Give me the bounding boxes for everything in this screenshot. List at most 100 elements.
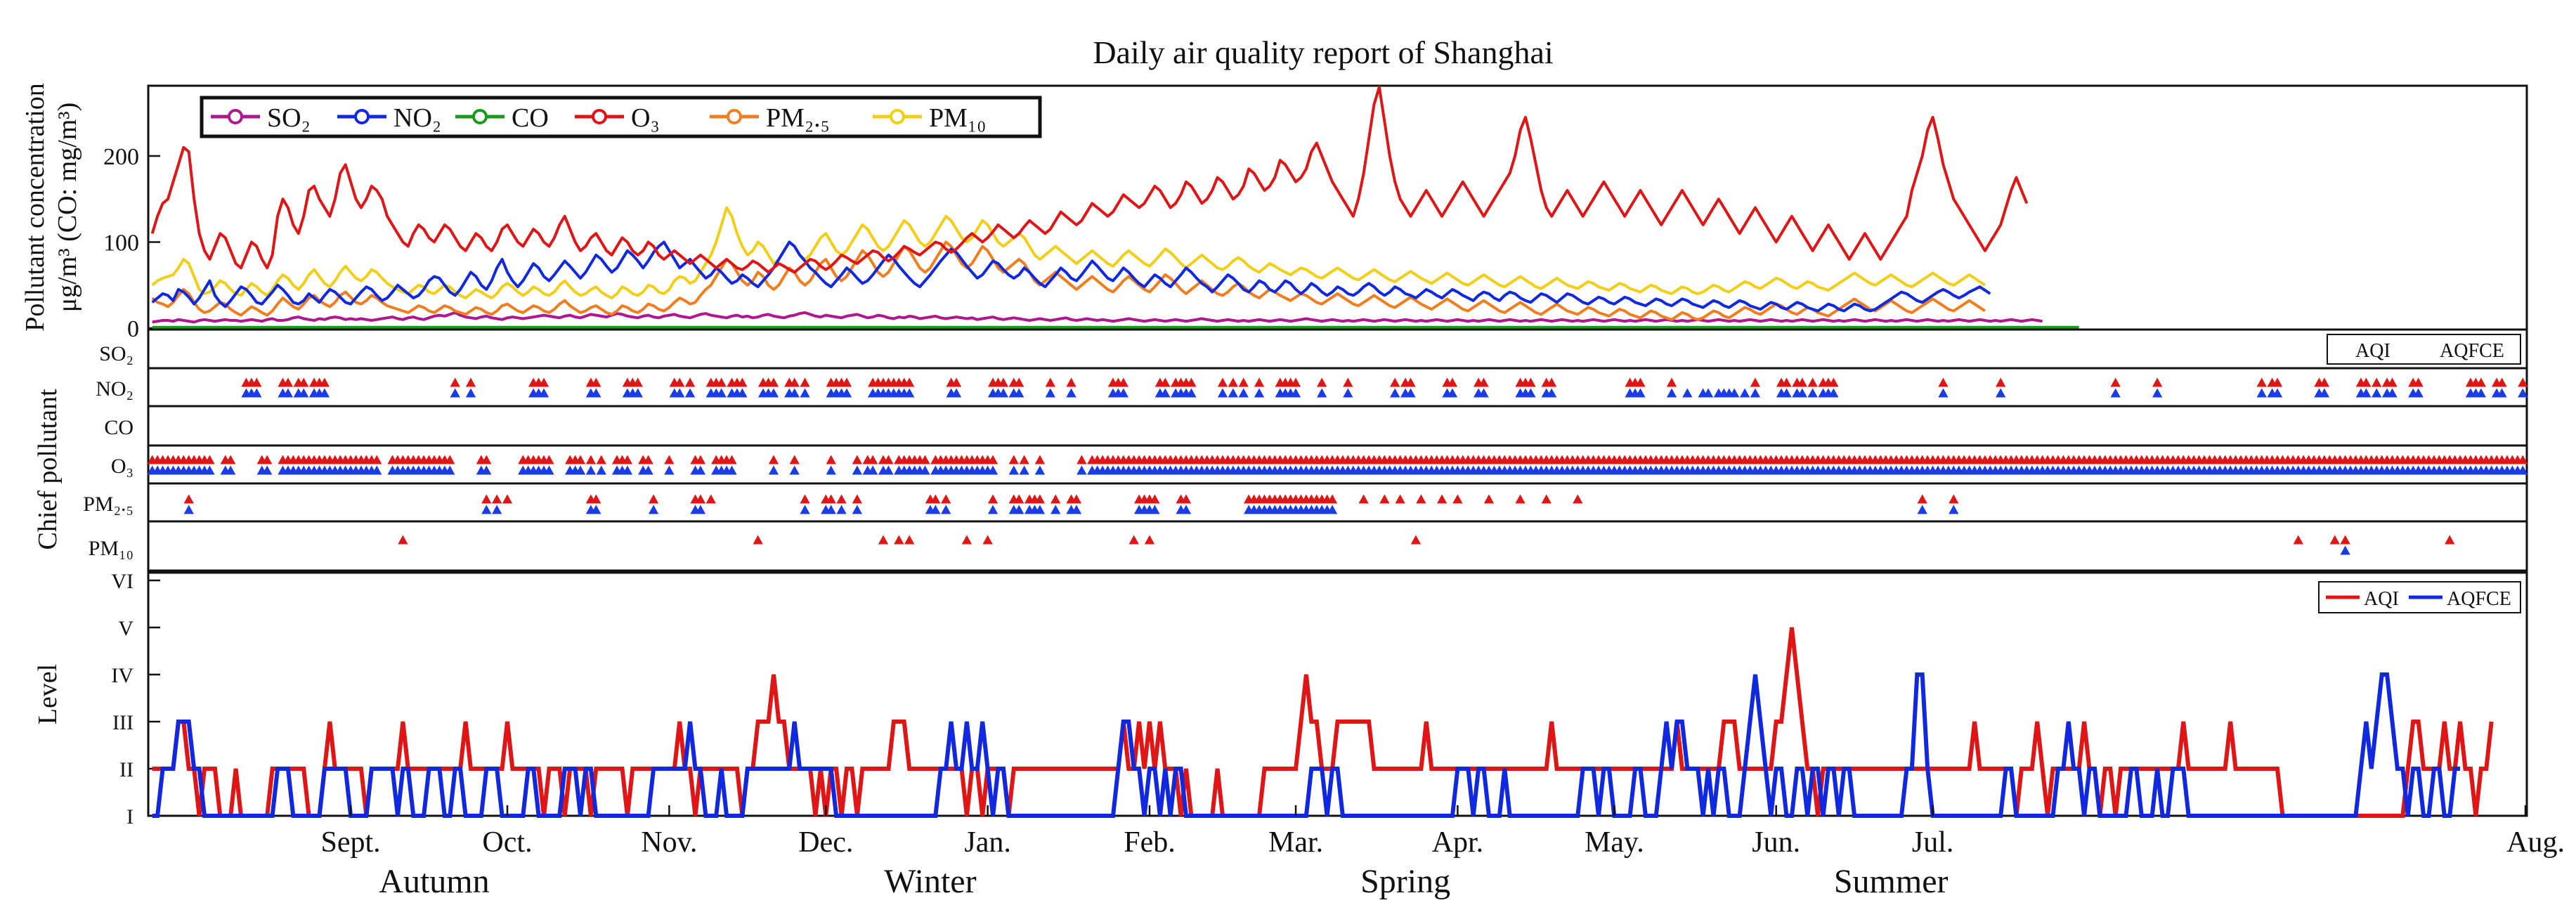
chief-mark-aqfce-o3: [226, 465, 236, 475]
chief-mark-aqfce-o3: [826, 465, 836, 475]
chief-mark-aqi-pm25: [591, 494, 601, 504]
chief-mark-aqi-pm10: [2340, 535, 2350, 545]
chief-mark-aqfce-no2: [2518, 388, 2528, 398]
level-tick-label: I: [126, 805, 134, 828]
chief-mark-aqi-no2: [632, 377, 643, 387]
chief-mark-aqfce-pm25: [1050, 505, 1061, 514]
chief-mark-aqi-pm25: [930, 494, 941, 504]
chief-mark-aqi-no2: [1390, 377, 1400, 387]
chief-mark-aqi-o3: [789, 455, 800, 464]
chief-mark-aqfce-no2: [1682, 388, 1693, 398]
chief-mark-aqfce-pm25: [591, 505, 601, 514]
series-line-no2: [151, 240, 1991, 313]
chief-mark-aqi-pm10: [894, 535, 904, 545]
chief-mark-aqi-no2: [1066, 377, 1076, 387]
chief-mark-aqfce-o3: [544, 465, 554, 475]
chief-mark-aqfce-o3: [596, 465, 606, 475]
x-axis: Sept. Oct. Nov. Dec. Jan. Feb. Mar. Apr. May. Jun…: [320, 805, 2565, 900]
x-tick-label: Dec.: [798, 826, 853, 859]
chief-mark-aqi-pm25: [1949, 494, 1959, 504]
chief-mark-aqfce-o3: [585, 465, 597, 475]
chief-mark-aqfce-o3: [920, 465, 930, 475]
chief-mark-aqi-pm10: [2293, 535, 2303, 545]
chief-mark-aqfce-o3: [2518, 465, 2528, 475]
chief-mark-aqfce-no2: [2272, 388, 2283, 398]
chief-mark-aqi-pm25: [826, 494, 836, 504]
concentration-panel: 0 100 200 Pollutant concentration μg/m³ (C…: [20, 83, 2528, 342]
chief-mark-aqi-pm25: [836, 494, 847, 504]
chief-mark-aqfce-no2: [800, 388, 810, 398]
chief-mark-aqfce-pm25: [1949, 505, 1959, 514]
chief-mark-aqi-pm25: [1573, 494, 1583, 504]
chief-mark-aqi-pm25: [987, 494, 998, 504]
chief-mark-aqi-no2: [2372, 377, 2382, 387]
chief-mark-aqi-no2: [1317, 377, 1327, 387]
chief-mark-aqi-no2: [2518, 377, 2528, 387]
concentration-series: [150, 86, 2079, 329]
chief-mark-aqfce-no2: [737, 388, 748, 398]
chief-mark-aqi-o3: [204, 455, 215, 464]
chief-mark-aqfce-o3: [622, 465, 633, 475]
chief-row-label: O₃: [111, 455, 134, 478]
chief-legend-box: [2327, 334, 2521, 365]
x-tick-label: Jan.: [964, 826, 1011, 859]
chief-mark-aqfce-no2: [1478, 388, 1489, 398]
chief-mark-aqfce-no2: [675, 388, 685, 398]
chief-pollutant-marks: [147, 344, 2528, 555]
chief-mark-aqi-no2: [1526, 377, 1536, 387]
chief-mark-aqi-no2: [319, 377, 330, 387]
legend-label-pm10: PM₁₀: [929, 103, 986, 133]
legend-marker-o3: [592, 109, 607, 124]
chief-mark-aqfce-no2: [1160, 388, 1171, 398]
chief-mark-aqi-no2: [2110, 377, 2121, 387]
chief-mark-aqi-pm25: [183, 494, 194, 504]
chief-mark-aqfce-no2: [1238, 388, 1249, 398]
chief-mark-aqfce-o3: [1076, 465, 1087, 475]
chief-mark-aqi-o3: [2518, 455, 2528, 464]
chief-pollutant-legend: AQI AQFCE: [2327, 334, 2521, 365]
chief-mark-aqi-no2: [2319, 377, 2330, 387]
chief-row-frame: [147, 444, 2528, 485]
season-label: Autumn: [379, 863, 489, 900]
y-tick-label: 200: [103, 144, 139, 170]
y-tick-label: 100: [103, 230, 139, 256]
chief-mark-aqfce-o3: [852, 465, 863, 475]
chief-mark-aqi-o3: [868, 455, 878, 464]
chief-mark-aqfce-no2: [1045, 388, 1055, 398]
chief-mark-aqi-o3: [664, 455, 675, 464]
chief-mark-aqi-o3: [226, 455, 236, 464]
chief-mark-aqi-pm10: [398, 535, 408, 545]
chief-mark-aqfce-no2: [282, 388, 294, 398]
chief-mark-aqfce-no2: [1217, 388, 1228, 398]
legend-label-o3: O₃: [631, 103, 660, 133]
chief-mark-aqfce-no2: [1014, 388, 1024, 398]
chief-mark-aqi-o3: [852, 455, 863, 464]
chief-mark-aqfce-no2: [841, 388, 852, 398]
chief-mark-aqi-no2: [1186, 377, 1197, 387]
chief-mark-aqfce-o3: [445, 465, 455, 475]
chief-mark-aqfce-no2: [252, 388, 262, 398]
chief-mark-aqfce-no2: [1186, 388, 1197, 398]
legend-label-pm25: PM₂.₅: [766, 103, 830, 133]
chief-mark-aqfce-no2: [1290, 388, 1301, 398]
chief-mark-aqi-pm25: [1071, 494, 1082, 504]
chief-mark-aqi-pm10: [982, 535, 993, 545]
chief-mark-aqi-no2: [282, 377, 294, 387]
level-tick-label: V: [118, 617, 134, 640]
series-line-pm25: [151, 240, 1986, 321]
chief-mark-aqi-pm25: [481, 494, 492, 504]
level-series: [152, 627, 2494, 818]
chief-mark-aqi-pm25: [1395, 494, 1405, 504]
chief-mark-aqi-o3: [1034, 455, 1046, 464]
chief-mark-aqi-pm25: [695, 494, 706, 504]
chief-mark-aqi-pm25: [852, 494, 863, 504]
chief-mark-aqi-o3: [727, 455, 737, 464]
chief-mark-aqfce-no2: [2152, 388, 2163, 398]
chief-mark-aqi-pm25: [648, 494, 659, 504]
chief-mark-aqi-no2: [1014, 377, 1024, 387]
chief-mark-aqfce-pm25: [852, 505, 863, 514]
chief-mark-aqi-no2: [2361, 377, 2372, 387]
chief-mark-aqi-no2: [1781, 377, 1792, 387]
